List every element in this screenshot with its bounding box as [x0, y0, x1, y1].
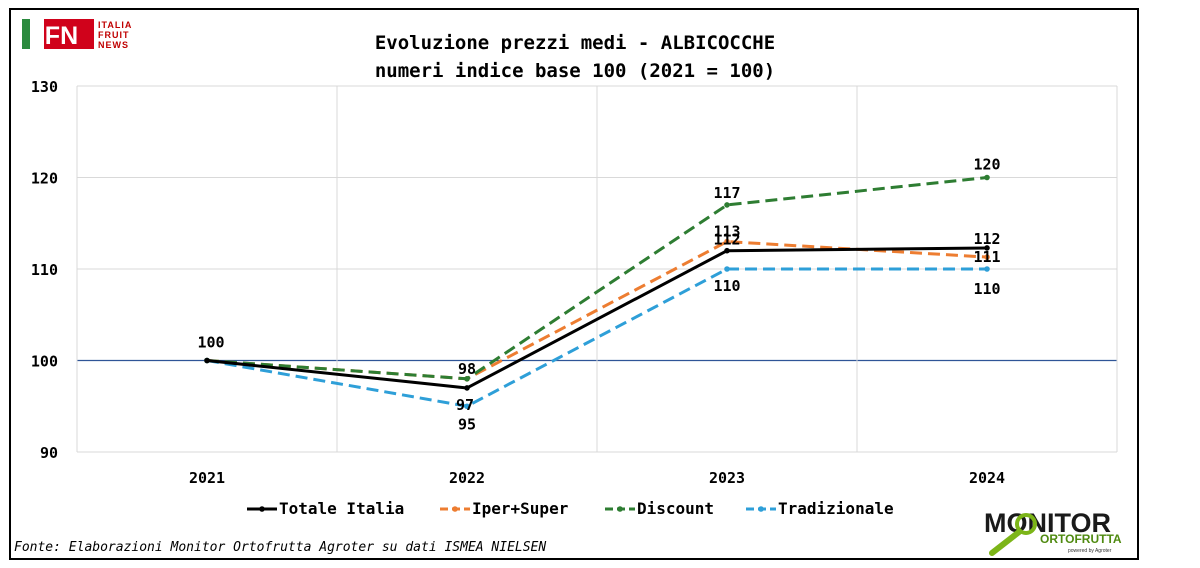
data-label: 120 [973, 156, 1000, 174]
chart-frame [9, 8, 1139, 560]
legend-label: Iper+Super [472, 499, 568, 518]
y-tick-label: 110 [31, 261, 58, 279]
x-tick-label: 2022 [449, 469, 485, 487]
legend-marker [452, 506, 458, 512]
data-label: 112 [973, 230, 1000, 248]
legend-marker [259, 506, 265, 512]
series-line-tradizionale [206, 267, 987, 408]
data-label: 110 [713, 277, 740, 295]
monitor-logo-word1: MONITOR [984, 508, 1111, 538]
ifn-logo-line1: ITALIA [98, 20, 132, 30]
data-point [984, 174, 990, 181]
x-tick-label: 2021 [189, 469, 225, 487]
data-point [724, 202, 730, 208]
legend-label: Tradizionale [778, 499, 894, 518]
grid [76, 85, 1118, 453]
chart-subtitle: numeri indice base 100 (2021 = 100) [375, 60, 775, 82]
data-label: 110 [973, 280, 1000, 298]
legend-label: Totale Italia [279, 499, 404, 518]
ifn-logo-line3: NEWS [98, 40, 129, 50]
y-tick-label: 120 [31, 170, 58, 188]
y-tick-label: 130 [31, 78, 58, 96]
ifn-logo-text: IFN [38, 22, 78, 50]
data-label: 97 [456, 396, 474, 414]
series-layer [204, 174, 990, 410]
data-label: 117 [713, 184, 740, 202]
legend-marker [758, 506, 764, 512]
data-point [724, 238, 730, 245]
monitor-logo-word2: ORTOFRUTTA [1040, 532, 1122, 546]
chart-title: Evoluzione prezzi medi - ALBICOCCHE [375, 32, 775, 54]
series-line-discount [206, 176, 988, 381]
data-point [464, 403, 470, 410]
legend-marker [617, 506, 623, 512]
data-point [984, 266, 990, 272]
data-label: 95 [458, 415, 476, 433]
y-tick-label: 90 [40, 444, 58, 462]
data-point [724, 266, 730, 272]
data-point [464, 376, 470, 382]
data-label: 113 [713, 223, 740, 241]
data-point [204, 357, 210, 364]
monitor-ortofrutta-logo: MONITOR ORTOFRUTTA powered by Agroter [982, 505, 1134, 557]
x-tick-label: 2023 [709, 469, 745, 487]
source-note: Fonte: Elaborazioni Monitor Ortofrutta A… [14, 540, 547, 555]
monitor-logo-tagline: powered by Agroter [1068, 548, 1112, 554]
data-label: 111 [973, 248, 1000, 266]
axes: 90 100 110 120 130 2021 2022 2023 2024 [31, 78, 1005, 487]
ifn-logo: IFN ITALIA FRUIT NEWS [22, 18, 138, 52]
legend-label: Discount [637, 499, 714, 518]
y-tick-label: 100 [31, 353, 58, 371]
data-label: 98 [458, 360, 476, 378]
ifn-logo-line2: FRUIT [98, 30, 130, 40]
x-tick-label: 2024 [969, 469, 1005, 487]
data-point [724, 247, 730, 254]
legend: Totale Italia Iper+Super Discount Tradizion… [247, 499, 894, 518]
series-line-totale-italia [206, 246, 988, 390]
data-label: 112 [713, 231, 740, 249]
data-point [464, 385, 470, 391]
data-point [984, 254, 990, 260]
data-point [984, 245, 990, 251]
data-label: 100 [197, 334, 224, 352]
